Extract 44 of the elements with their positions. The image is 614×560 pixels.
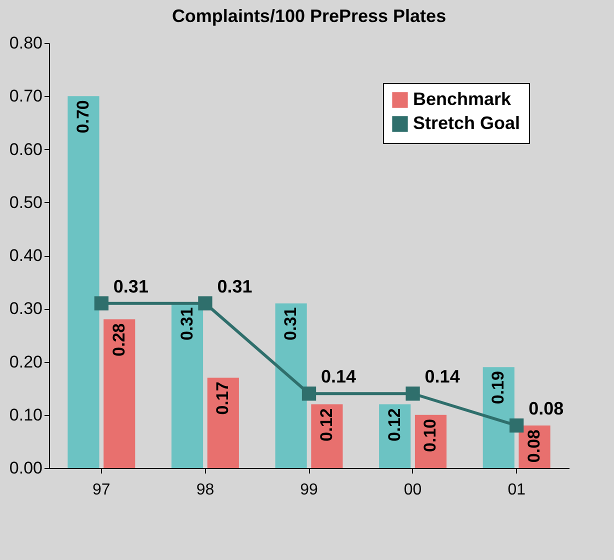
- data-label: 0.31: [281, 307, 300, 340]
- y-tick-label: 0.40: [9, 246, 42, 265]
- bar: [104, 319, 136, 468]
- data-label: 0.14: [424, 366, 460, 387]
- data-label: 0.70: [73, 100, 92, 134]
- y-tick-label: 0.60: [9, 140, 42, 159]
- y-tick-label: 0.20: [9, 352, 42, 372]
- y-tick-label: 0.00: [9, 458, 42, 478]
- point: [94, 296, 108, 310]
- data-label: 0.31: [113, 276, 148, 296]
- data-label: 0.28: [109, 323, 128, 356]
- data-label: 0.17: [213, 382, 232, 415]
- data-label: 0.19: [488, 371, 508, 404]
- point: [510, 418, 524, 433]
- data-label: 0.31: [177, 307, 196, 340]
- x-tick-label: 99: [300, 482, 318, 498]
- data-label: 0.08: [528, 398, 564, 418]
- bar: [311, 404, 343, 468]
- y-tick-label: 0.70: [9, 86, 42, 106]
- data-label: 0.10: [420, 418, 440, 452]
- legend-label: Stretch Goal: [413, 113, 520, 133]
- bar: [68, 96, 100, 468]
- y-tick-label: 0.10: [9, 405, 42, 424]
- x-tick-label: 98: [196, 482, 214, 498]
- chart-title: Complaints/100 PrePress Plates: [172, 6, 446, 26]
- y-tick-label: 0.30: [9, 299, 42, 318]
- data-label: 0.14: [321, 366, 356, 387]
- bar: [207, 378, 239, 468]
- data-label: 0.31: [217, 276, 252, 296]
- legend-label: Benchmark: [413, 89, 512, 109]
- bar: [379, 404, 411, 468]
- data-label: 0.12: [384, 408, 404, 442]
- data-label: 0.12: [316, 408, 336, 442]
- point: [406, 386, 420, 401]
- point: [198, 296, 212, 310]
- x-tick-label: 00: [404, 482, 422, 498]
- y-tick-label: 0.80: [9, 34, 42, 52]
- bar: [275, 303, 307, 468]
- data-label: 0.08: [524, 430, 544, 463]
- x-tick-label: 97: [92, 482, 110, 498]
- bar: [171, 303, 204, 468]
- x-tick-label: 01: [508, 482, 526, 498]
- point: [302, 386, 316, 401]
- y-tick-label: 0.50: [9, 192, 42, 212]
